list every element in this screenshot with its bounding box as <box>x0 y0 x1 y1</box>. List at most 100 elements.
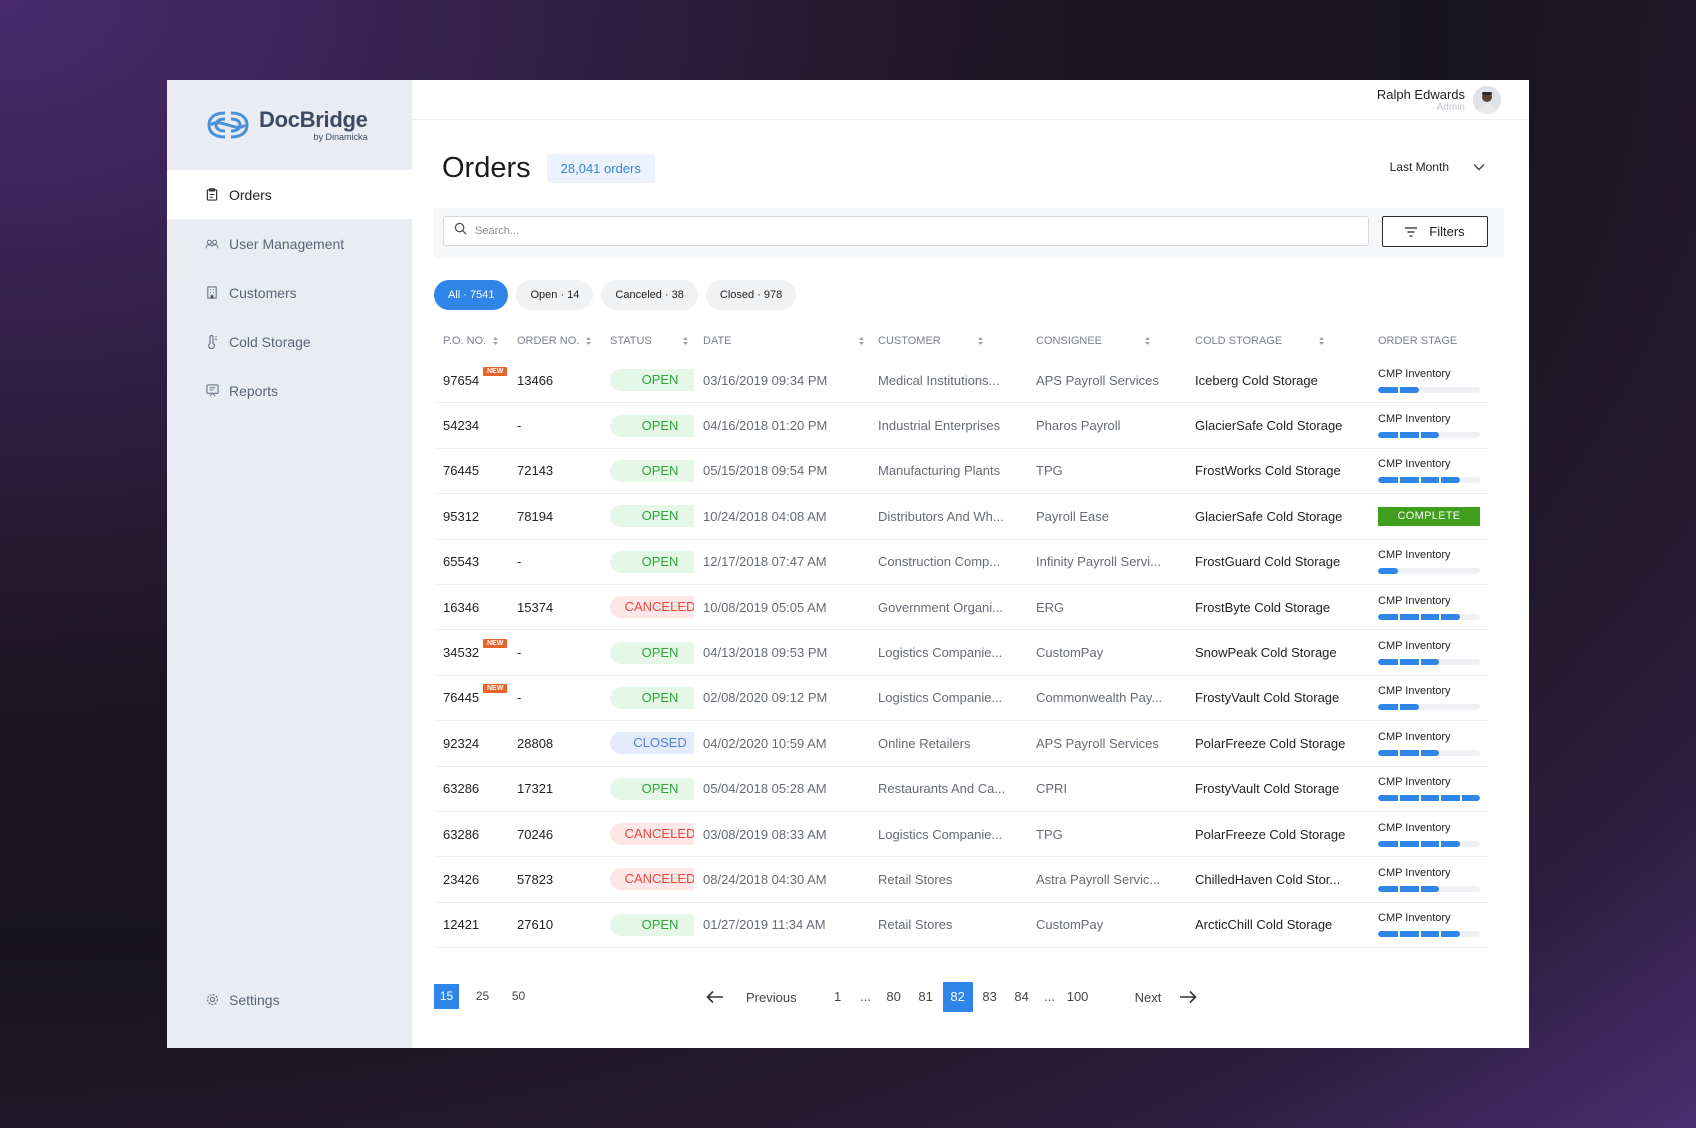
table-row[interactable]: 63286 70246 CANCELED 03/08/2019 08:33 AM Log… <box>434 812 1489 858</box>
next-page-button[interactable]: Next <box>1135 990 1198 1005</box>
sort-icon[interactable] <box>1144 336 1151 346</box>
table-row[interactable]: 92324 28808 CLOSED 04/02/2020 10:59 AM Onlin… <box>434 721 1489 767</box>
table-row[interactable]: 76445 72143 OPEN 05/15/2018 09:54 PM Manufac… <box>434 449 1489 495</box>
stage-label: CMP Inventory <box>1378 594 1451 607</box>
table-row[interactable]: 65543 - OPEN 12/17/2018 07:47 AM Constructio… <box>434 540 1489 585</box>
app-window: DocBridge by Dinamicka Orders User Manage… <box>167 80 1529 1048</box>
column-header[interactable]: ORDER NO. <box>508 335 601 347</box>
sort-icon[interactable] <box>977 336 984 346</box>
po-number-cell: 34532 NEW <box>434 639 508 660</box>
column-header[interactable]: DATE <box>694 335 869 347</box>
stage-label: CMP Inventory <box>1378 413 1451 426</box>
user-menu[interactable]: Ralph Edwards Admin <box>1377 86 1501 114</box>
column-header[interactable]: COLD STORAGE <box>1186 335 1369 347</box>
consignee-name: Pharos Payroll <box>1036 418 1121 434</box>
page-size-option[interactable]: 25 <box>475 989 490 1003</box>
page-size-option[interactable]: 15 <box>434 984 459 1009</box>
sidebar-item-user-management[interactable]: User Management <box>167 219 412 268</box>
page-number[interactable]: 82 <box>942 982 973 1012</box>
order-number: 17321 <box>517 781 554 797</box>
column-header-label: DATE <box>703 335 732 347</box>
period-dropdown[interactable]: Last Month <box>1390 160 1485 174</box>
sort-icon[interactable] <box>858 336 865 346</box>
po-number: 76445 <box>443 463 480 479</box>
column-header[interactable]: P.O. NO. <box>434 335 508 347</box>
order-stage-cell: CMP Inventory <box>1369 549 1489 575</box>
table-row[interactable]: 54234 - OPEN 04/16/2018 01:20 PM Industrial … <box>434 403 1489 449</box>
stage-progress-divider <box>1418 749 1421 756</box>
consignee-name: CustomPay <box>1036 917 1104 933</box>
page-ellipsis: ... <box>860 989 871 1004</box>
sidebar-nav: Orders User Management Customers Cold Stora… <box>167 170 412 415</box>
sidebar-item-label: Settings <box>229 991 280 1008</box>
table-row[interactable]: 12421 27610 OPEN 01/27/2019 11:34 AM Retail … <box>434 903 1489 949</box>
sidebar-item-cold-storage[interactable]: Cold Storage <box>167 317 412 366</box>
cold-storage-name: FrostGuard Cold Storage <box>1195 554 1341 570</box>
sort-icon[interactable] <box>1318 336 1325 346</box>
po-number-cell: 97654 NEW <box>434 366 508 388</box>
column-header[interactable]: CONSIGNEE <box>1027 335 1186 347</box>
filter-chip[interactable]: Open · 14 <box>516 280 594 310</box>
search-icon <box>454 222 467 240</box>
stage-label: CMP Inventory <box>1378 866 1451 879</box>
filter-chip[interactable]: Closed · 978 <box>705 280 797 310</box>
orders-table: P.O. NO. ORDER NO. STATUS DATE CUSTOMER CONSI… <box>434 324 1489 949</box>
status-badge: OPEN <box>610 641 694 664</box>
page-number[interactable]: 84 <box>1014 989 1029 1004</box>
order-stage-cell: CMP Inventory <box>1369 776 1489 802</box>
page-number[interactable]: 81 <box>918 989 933 1004</box>
page-number[interactable]: 80 <box>886 989 901 1004</box>
sidebar-item-reports[interactable]: Reports <box>167 366 412 415</box>
order-stage-cell: COMPLETE <box>1369 506 1489 526</box>
filter-chip[interactable]: All · 7541 <box>434 280 509 310</box>
customer-name: Retail Stores <box>878 917 953 933</box>
po-number: 95312 <box>443 508 480 524</box>
sort-icon[interactable] <box>492 336 499 346</box>
sidebar-item-settings[interactable]: Settings <box>167 975 412 1024</box>
cold-storage-name: PolarFreeze Cold Storage <box>1195 826 1346 842</box>
stage-progress-divider <box>1418 613 1421 620</box>
table-row[interactable]: 16346 15374 CANCELED 10/08/2019 05:05 AM Gov… <box>434 585 1489 631</box>
order-date: 01/27/2019 11:34 AM <box>703 917 826 933</box>
period-label: Last Month <box>1389 160 1449 174</box>
order-stage-cell: CMP Inventory <box>1369 867 1489 892</box>
page-number[interactable]: 100 <box>1066 989 1089 1004</box>
new-badge: NEW <box>483 639 508 649</box>
table-row[interactable]: 23426 57823 CANCELED 08/24/2018 04:30 AM Ret… <box>434 857 1489 903</box>
column-header-label: CUSTOMER <box>878 335 941 347</box>
column-header[interactable]: CUSTOMER <box>869 335 1027 347</box>
logo[interactable]: DocBridge by Dinamicka <box>167 80 412 170</box>
filter-chip[interactable]: Canceled · 38 <box>601 280 698 310</box>
order-date: 12/17/2018 07:47 AM <box>703 554 827 570</box>
consignee-name: TPG <box>1036 826 1063 842</box>
search-input[interactable] <box>475 225 1355 237</box>
page-size-option[interactable]: 50 <box>511 989 526 1003</box>
order-date: 08/24/2018 04:30 AM <box>703 871 827 887</box>
order-date: 04/13/2018 09:53 PM <box>703 645 828 661</box>
sort-icon[interactable] <box>682 336 689 346</box>
previous-page-button[interactable]: Previous <box>706 990 823 1005</box>
page-number[interactable]: 1 <box>833 989 842 1004</box>
sort-icon[interactable] <box>585 336 592 346</box>
po-number: 63286 <box>443 826 480 842</box>
status-cell: CANCELED <box>601 596 694 619</box>
user-role: Admin <box>1436 101 1465 113</box>
table-row[interactable]: 34532 NEW - OPEN 04/13/2018 09:53 PM Logistic… <box>434 630 1489 676</box>
customer-name: Retail Stores <box>878 871 953 887</box>
complete-badge: COMPLETE <box>1378 506 1480 526</box>
page-number[interactable]: 83 <box>982 989 997 1004</box>
table-row[interactable]: 95312 78194 OPEN 10/24/2018 04:08 AM Distrib… <box>434 494 1489 540</box>
sidebar-item-customers[interactable]: Customers <box>167 268 412 317</box>
avatar[interactable] <box>1473 86 1501 114</box>
sidebar-item-orders[interactable]: Orders <box>167 170 412 219</box>
table-header: P.O. NO. ORDER NO. STATUS DATE CUSTOMER CONSI… <box>434 324 1489 358</box>
filters-button[interactable]: Filters <box>1382 216 1488 247</box>
column-header[interactable]: STATUS <box>601 335 694 347</box>
table-row[interactable]: 97654 NEW 13466 OPEN 03/16/2019 09:34 PM Medi… <box>434 358 1489 404</box>
table-row[interactable]: 63286 17321 OPEN 05/04/2018 05:28 AM Restaur… <box>434 767 1489 812</box>
order-date: 02/08/2020 09:12 PM <box>703 690 828 706</box>
table-row[interactable]: 76445 NEW - OPEN 02/08/2020 09:12 PM Logistic… <box>434 676 1489 722</box>
status-badge: OPEN <box>610 459 694 482</box>
sidebar-item-label: Orders <box>229 186 272 203</box>
arrow-right-icon <box>1180 990 1197 1004</box>
